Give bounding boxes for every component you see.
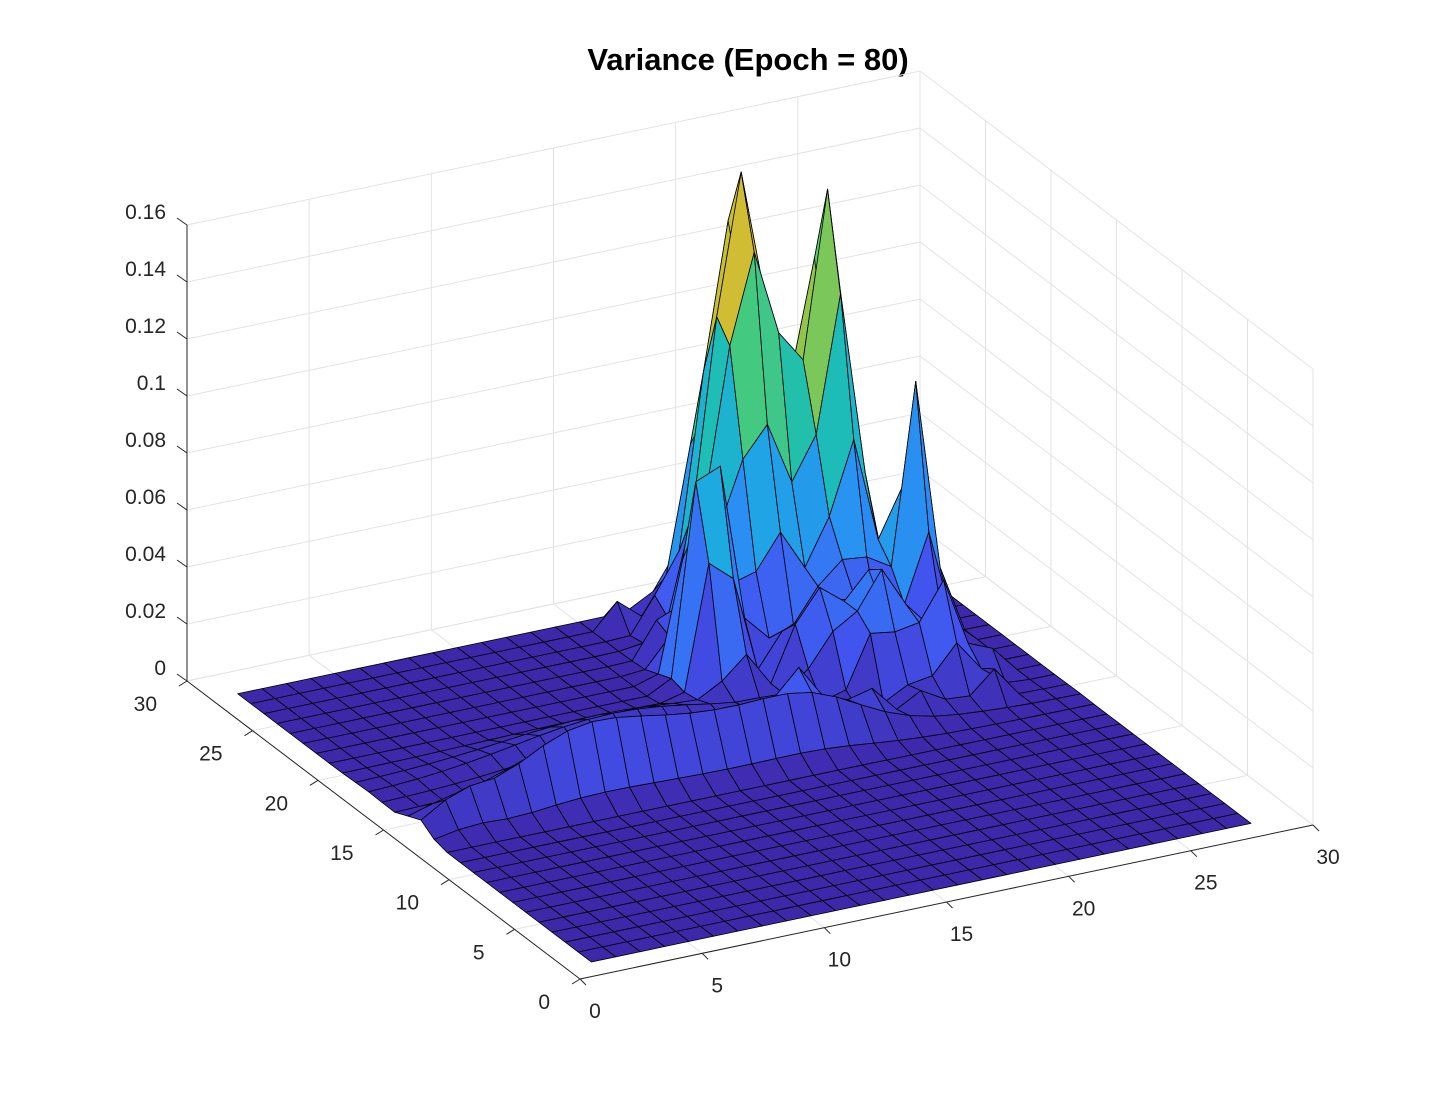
y-tick-label: 20 <box>265 792 288 815</box>
y-tick-mark <box>375 829 384 836</box>
surface-facet <box>1213 813 1252 829</box>
gridline <box>186 241 1314 541</box>
x-tick-mark <box>579 978 587 986</box>
y-tick-mark <box>440 879 450 886</box>
y-tick-label: 25 <box>199 743 222 766</box>
x-tick-label: 10 <box>828 949 851 972</box>
gridline <box>186 70 1314 370</box>
gridline <box>186 184 1314 484</box>
x-tick-label: 20 <box>1072 897 1095 920</box>
y-tick-label: 0 <box>538 991 550 1014</box>
z-tick-mark <box>176 331 188 340</box>
gridline <box>919 526 1314 826</box>
z-tick-mark <box>176 502 188 511</box>
gridline <box>186 298 1314 598</box>
x-tick-mark <box>823 927 831 935</box>
z-tick-label: 0.16 <box>125 201 166 224</box>
y-tick-mark <box>244 730 253 737</box>
z-tick-label: 0.02 <box>125 600 166 623</box>
y-tick-mark <box>506 928 515 935</box>
z-tick-label: 0.1 <box>137 372 166 395</box>
chart-title: Variance (Epoch = 80) <box>587 42 908 77</box>
z-tick-mark <box>176 445 188 454</box>
z-tick-mark <box>176 559 188 568</box>
y-tick-label: 10 <box>396 892 419 915</box>
y-tick-label: 30 <box>134 693 157 716</box>
y-tick-mark <box>571 978 581 985</box>
x-tick-label: 5 <box>711 974 723 997</box>
x-tick-mark <box>1068 875 1076 883</box>
gridline <box>186 355 1314 655</box>
x-tick-label: 25 <box>1194 872 1217 895</box>
z-tick-label: 0.14 <box>125 258 166 281</box>
z-tick-label: 0.08 <box>125 429 166 452</box>
z-tick-label: 0 <box>154 657 166 680</box>
tick-labels: 0 5 10 15 20 25 30 0 5 10 15 20 25 30 0 0.02 0.04 0.06 0.0… <box>125 201 1340 1023</box>
y-tick-label: 5 <box>473 941 485 964</box>
x-tick-label: 15 <box>950 923 973 946</box>
x-tick-mark <box>701 952 709 960</box>
z-tick-mark <box>176 388 188 397</box>
x-tick-mark <box>1190 850 1198 858</box>
y-tick-label: 15 <box>330 842 353 865</box>
z-tick-mark <box>176 217 188 226</box>
gridline <box>186 127 1314 427</box>
x-tick-mark <box>1312 824 1320 832</box>
z-tick-label: 0.04 <box>125 543 166 566</box>
x-tick-mark <box>946 901 953 909</box>
y-tick-mark <box>309 779 319 786</box>
surface-plot <box>237 171 1252 963</box>
x-tick-label: 30 <box>1316 846 1339 869</box>
z-tick-mark <box>176 274 188 283</box>
z-tick-label: 0.06 <box>125 486 166 509</box>
chart-axes <box>176 217 1320 986</box>
z-tick-mark <box>176 616 188 625</box>
z-tick-mark <box>176 673 188 682</box>
z-tick-label: 0.12 <box>125 315 166 338</box>
x-tick-label: 0 <box>589 1000 601 1023</box>
y-tick-mark <box>178 680 188 687</box>
